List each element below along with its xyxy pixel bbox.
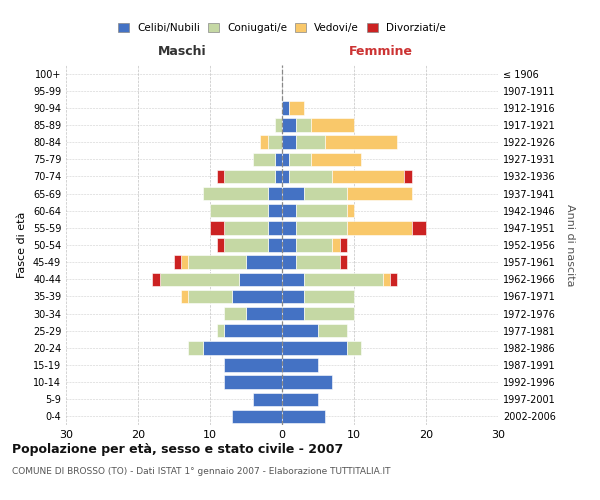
- Bar: [296, 221, 347, 234]
- Bar: [282, 272, 304, 286]
- Bar: [224, 324, 282, 338]
- Bar: [253, 392, 282, 406]
- Bar: [268, 136, 282, 149]
- Bar: [282, 376, 332, 389]
- Bar: [304, 307, 354, 320]
- Bar: [246, 256, 282, 269]
- Bar: [325, 136, 397, 149]
- Bar: [224, 170, 275, 183]
- Bar: [260, 136, 268, 149]
- Bar: [203, 341, 282, 354]
- Bar: [174, 256, 181, 269]
- Bar: [224, 376, 282, 389]
- Bar: [311, 152, 361, 166]
- Bar: [152, 272, 160, 286]
- Bar: [289, 170, 332, 183]
- Bar: [282, 256, 296, 269]
- Text: Femmine: Femmine: [349, 45, 413, 58]
- Bar: [332, 238, 340, 252]
- Bar: [296, 238, 332, 252]
- Bar: [296, 256, 340, 269]
- Bar: [203, 187, 268, 200]
- Bar: [160, 272, 239, 286]
- Bar: [268, 204, 282, 218]
- Bar: [246, 307, 282, 320]
- Bar: [347, 341, 361, 354]
- Bar: [210, 204, 268, 218]
- Bar: [268, 221, 282, 234]
- Bar: [296, 136, 325, 149]
- Bar: [282, 392, 318, 406]
- Bar: [289, 101, 304, 114]
- Bar: [282, 358, 318, 372]
- Bar: [210, 221, 224, 234]
- Bar: [304, 290, 354, 303]
- Bar: [282, 187, 304, 200]
- Bar: [217, 238, 224, 252]
- Bar: [289, 152, 311, 166]
- Bar: [311, 118, 354, 132]
- Bar: [224, 238, 268, 252]
- Bar: [390, 272, 397, 286]
- Bar: [275, 152, 282, 166]
- Bar: [347, 204, 354, 218]
- Bar: [239, 272, 282, 286]
- Bar: [224, 307, 246, 320]
- Bar: [282, 307, 304, 320]
- Bar: [282, 136, 296, 149]
- Bar: [282, 324, 318, 338]
- Bar: [347, 187, 412, 200]
- Bar: [412, 221, 426, 234]
- Bar: [232, 410, 282, 423]
- Bar: [282, 221, 296, 234]
- Bar: [282, 238, 296, 252]
- Bar: [268, 238, 282, 252]
- Bar: [224, 358, 282, 372]
- Bar: [318, 324, 347, 338]
- Bar: [275, 170, 282, 183]
- Bar: [268, 187, 282, 200]
- Bar: [232, 290, 282, 303]
- Text: Maschi: Maschi: [158, 45, 207, 58]
- Bar: [282, 152, 289, 166]
- Bar: [181, 290, 188, 303]
- Bar: [383, 272, 390, 286]
- Bar: [181, 256, 188, 269]
- Bar: [282, 204, 296, 218]
- Bar: [347, 221, 412, 234]
- Bar: [332, 170, 404, 183]
- Bar: [217, 324, 224, 338]
- Bar: [282, 410, 325, 423]
- Bar: [340, 256, 347, 269]
- Bar: [296, 204, 347, 218]
- Text: Popolazione per età, sesso e stato civile - 2007: Popolazione per età, sesso e stato civil…: [12, 442, 343, 456]
- Bar: [282, 341, 347, 354]
- Bar: [404, 170, 412, 183]
- Bar: [188, 341, 203, 354]
- Bar: [188, 256, 246, 269]
- Bar: [275, 118, 282, 132]
- Y-axis label: Fasce di età: Fasce di età: [17, 212, 27, 278]
- Bar: [282, 290, 304, 303]
- Bar: [304, 272, 383, 286]
- Bar: [304, 187, 347, 200]
- Text: COMUNE DI BROSSO (TO) - Dati ISTAT 1° gennaio 2007 - Elaborazione TUTTITALIA.IT: COMUNE DI BROSSO (TO) - Dati ISTAT 1° ge…: [12, 468, 391, 476]
- Bar: [282, 170, 289, 183]
- Legend: Celibi/Nubili, Coniugati/e, Vedovi/e, Divorziati/e: Celibi/Nubili, Coniugati/e, Vedovi/e, Di…: [115, 20, 449, 36]
- Bar: [282, 101, 289, 114]
- Bar: [217, 170, 224, 183]
- Bar: [188, 290, 232, 303]
- Bar: [296, 118, 311, 132]
- Bar: [253, 152, 275, 166]
- Bar: [340, 238, 347, 252]
- Y-axis label: Anni di nascita: Anni di nascita: [565, 204, 575, 286]
- Bar: [224, 221, 268, 234]
- Bar: [282, 118, 296, 132]
